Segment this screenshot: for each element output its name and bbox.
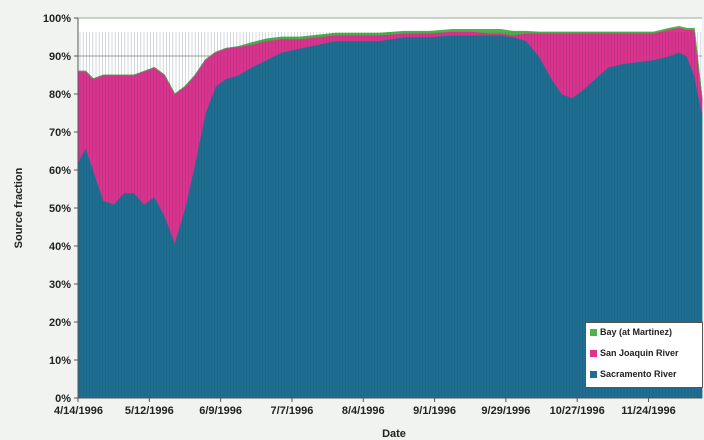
legend-label-san-joaquin: San Joaquin River <box>600 348 679 358</box>
series-areas <box>77 25 703 399</box>
legend-item-sacramento: Sacramento River <box>590 368 677 380</box>
y-tick-label: 0% <box>55 393 71 405</box>
x-tick-labels: 4/14/1996 5/12/1996 6/9/1996 7/7/1996 8/4/19… <box>54 398 676 417</box>
y-tick-label: 80% <box>49 89 71 101</box>
area-bay-at-martinez <box>78 25 703 98</box>
y-tick-label: 20% <box>49 317 71 329</box>
legend-item-bay: Bay (at Martinez) <box>590 326 672 338</box>
x-tick-label: 6/9/1996 <box>199 405 242 417</box>
y-tick-label: 40% <box>49 241 71 253</box>
legend-swatch-san-joaquin <box>590 350 597 358</box>
x-tick-label: 10/27/1996 <box>550 405 605 417</box>
y-tick-label: 30% <box>49 279 71 291</box>
y-tick-label: 60% <box>49 165 71 177</box>
legend-swatch-sacramento <box>590 371 597 379</box>
legend-swatch-bay <box>590 329 597 337</box>
x-tick-label: 9/1/1996 <box>413 405 456 417</box>
x-tick-label: 5/12/1996 <box>125 405 174 417</box>
y-axis-title: Source fraction <box>13 167 25 248</box>
x-tick-label: 8/4/1996 <box>342 405 385 417</box>
x-tick-label: 11/24/1996 <box>621 405 675 417</box>
legend-label-sacramento: Sacramento River <box>600 369 677 379</box>
y-tick-label: 90% <box>49 51 71 63</box>
y-tick-label: 10% <box>49 355 71 367</box>
legend-item-san-joaquin: San Joaquin River <box>590 347 679 359</box>
legend: Bay (at Martinez) San Joaquin River Sacr… <box>585 322 703 388</box>
x-axis-title: Date <box>382 428 406 440</box>
legend-label-bay: Bay (at Martinez) <box>600 327 673 337</box>
y-tick-label: 50% <box>49 203 71 215</box>
x-tick-label: 7/7/1996 <box>271 405 314 417</box>
y-tick-label: 70% <box>49 127 71 139</box>
x-tick-label: 9/29/1996 <box>481 405 530 417</box>
y-tick-labels: 0% 10% 20% 30% 40% 50% 60% 70% 80% 90% 100% <box>43 13 78 405</box>
y-tick-label: 100% <box>43 13 71 25</box>
x-tick-label: 4/14/1996 <box>54 405 103 417</box>
